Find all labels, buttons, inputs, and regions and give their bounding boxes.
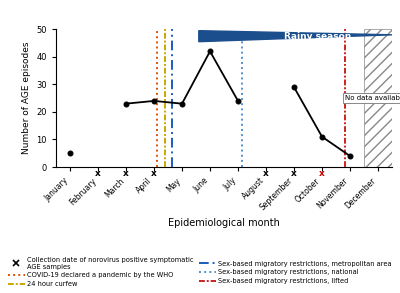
X-axis label: Epidemiological month: Epidemiological month — [168, 218, 280, 228]
Y-axis label: Number of AGE episodes: Number of AGE episodes — [22, 42, 31, 154]
Text: x: x — [319, 169, 325, 178]
Text: x: x — [95, 169, 101, 178]
Text: x: x — [263, 169, 269, 178]
Bar — [364, 29, 400, 167]
Text: x: x — [151, 169, 157, 178]
Text: x: x — [291, 169, 297, 178]
Text: No data available: No data available — [345, 95, 400, 101]
Legend: Collection date of norovirus positive symptomatic
AGE samples, COVID-19 declared: Collection date of norovirus positive sy… — [5, 254, 395, 290]
Text: x: x — [123, 169, 129, 178]
Polygon shape — [199, 31, 392, 42]
Text: Rainy season: Rainy season — [284, 32, 352, 41]
